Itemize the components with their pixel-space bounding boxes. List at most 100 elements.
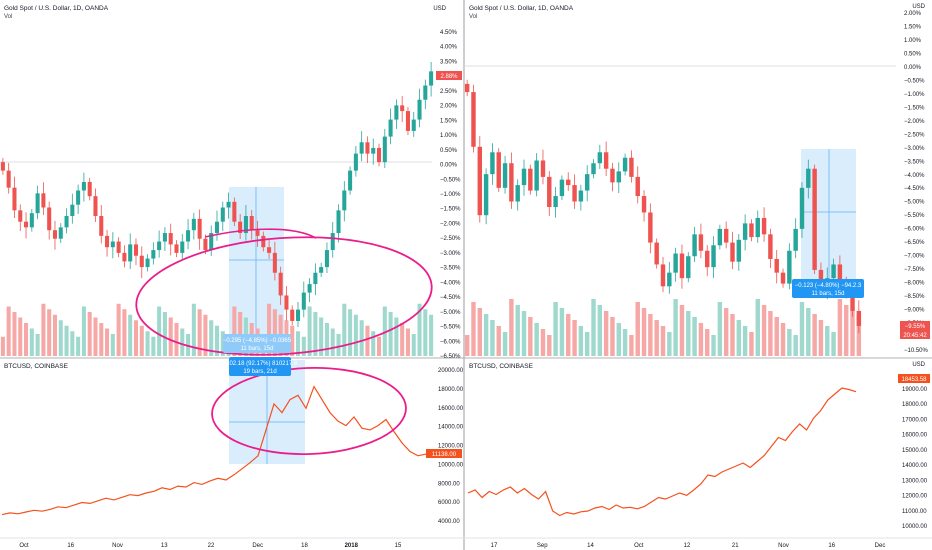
left-gold-volume-bar [18,317,23,356]
right-gold-volume-bar [812,314,817,356]
right-gold-y-tick: −7.50% [904,267,925,273]
left-gold-volume-bar [35,334,40,356]
right-btc-y-tick: 11000.00 [902,509,927,515]
right-gold-candle [616,171,621,183]
right-gold-y-tick: −9.00% [904,308,925,314]
left-gold-candle [162,233,167,242]
left-gold-candle [168,233,173,245]
left-gold-y-tick: −1.50% [440,207,461,213]
right-gold-volume-bar [566,314,571,356]
right-btc-y-tick: 18000.00 [902,402,928,408]
left-x-tick: 22 [208,543,215,549]
right-gold-y-tick: −7.00% [904,254,925,260]
right-gold-volume-bar [730,314,735,356]
left-gold-volume-bar [232,306,237,356]
left-gold-volume-bar [151,336,156,356]
right-gold-volume-bar [572,320,577,356]
left-gold-candle [313,272,318,285]
left-gold-candle [203,238,208,251]
left-gold-candle [267,247,272,253]
right-gold-volume-bar [641,308,647,356]
left-gold-y-tick: −6.00% [440,339,461,345]
right-gold-candle [509,163,514,202]
right-time-label-box [900,330,930,339]
left-gold-volume-bar [313,312,318,356]
left-gold-candle [87,181,92,197]
left-gold-volume-bar [214,325,220,356]
right-gold-volume-bar [648,314,653,356]
left-gold-candle [35,193,40,214]
left-btc-range-label-box [229,357,291,376]
left-gold-candle [116,241,121,253]
left-gold-candle [18,210,23,222]
left-gold-candle [226,201,231,208]
right-gold-candle [837,264,843,281]
left-gold-candle [348,170,353,191]
right-gold-volume-bar [515,305,520,356]
right-gold-y-tick: −5.50% [904,213,925,219]
right-btc-y-tick: 10000.00 [902,524,928,530]
right-gold-candle [641,196,647,213]
left-gold-candle [64,216,69,228]
right-gold-candle [812,168,817,270]
left-gold-candle [6,170,11,188]
right-gold-volume-bar [774,317,779,356]
right-gold-volume-bar [654,320,659,356]
right-gold-y-tick: −2.00% [904,119,925,125]
left-gold-volume-bar [174,323,179,356]
left-gold-volume-bar [400,323,405,356]
right-gold-candle [654,242,659,265]
left-gold-y-tick: −4.50% [440,295,461,301]
left-x-tick: 18 [301,543,308,549]
left-gold-volume-bar [324,323,329,356]
left-gold-y-tick: 0.50% [440,148,458,154]
right-candles [464,79,862,334]
left-gold-volume-bar [64,325,69,356]
right-gold-y-tick: −8.00% [904,281,925,287]
right-gold-candle [483,174,489,216]
left-x-tick: 16 [67,543,74,549]
right-gold-volume-bar [755,299,760,356]
right-last-label-box [900,321,930,330]
right-gold-candle [768,234,773,259]
left-gold-candle [371,147,376,154]
right-gold-candle [736,239,742,262]
right-gold-volume-bar [667,332,672,356]
left-gold-candle [284,295,289,310]
right-gold-candle [496,152,501,188]
left-gold-candle [214,221,220,234]
left-gold-candle [191,218,196,231]
right-gold-candle [597,152,603,164]
left-gold-y-tick: −2.50% [440,236,461,242]
right-x-tick: 17 [491,543,498,549]
right-x-tick: Dec [875,543,886,549]
right-gold-volume-bar [673,299,678,356]
left-gold-candle [278,272,283,296]
left-gold-y-tick: −4.00% [440,280,461,286]
left-btc-range-label-1: 8102.18 (92.17%) 810217.8 [223,361,298,367]
right-gold-y-tick: −5.00% [904,200,925,206]
left-gold-candle [157,241,162,251]
right-gold-candle [686,256,691,279]
left-btc-y-tick: 16000.00 [438,406,464,412]
right-gold-candle [806,168,811,188]
left-btc-last-box [426,449,462,458]
left-gold-y-tick: −5.50% [440,325,461,331]
left-gold-volume-bar [110,334,115,356]
right-volume-bars [464,299,862,356]
right-gold-candle [534,160,539,191]
right-gold-candle [540,160,546,177]
left-gold-candle [70,204,75,217]
left-gold-y-tick: 4.50% [440,30,458,36]
right-gold-volume-bar [490,320,495,356]
left-x-tick: Dec [252,543,263,549]
left-gold-volume-bar [365,325,370,356]
left-gold-candle [417,99,422,120]
left-gold-candle [243,216,248,234]
right-gold-candle [502,163,508,188]
left-gold-volume-bar [209,320,214,356]
right-gold-candle [705,250,710,268]
right-gold-volume-bar [806,308,811,356]
left-gold-candle [12,187,17,211]
right-gold-candle [547,176,552,207]
